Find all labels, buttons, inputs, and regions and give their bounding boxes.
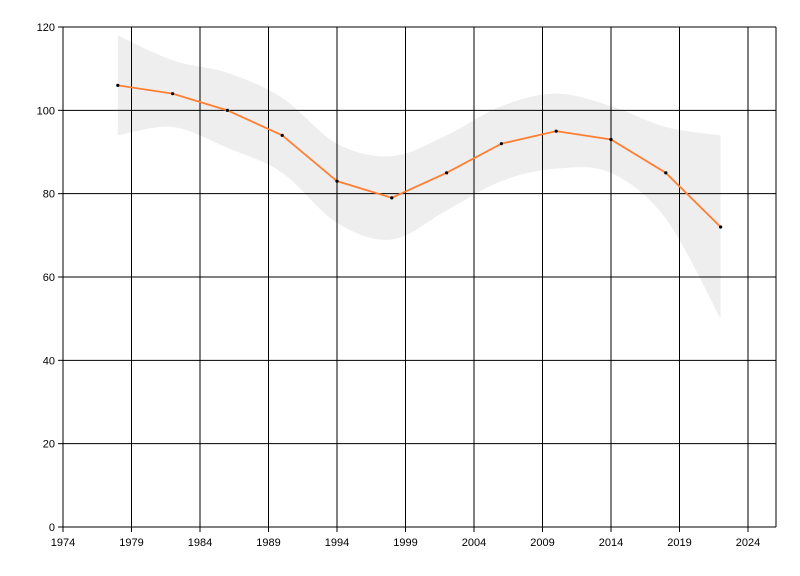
x-tick-label: 2009 xyxy=(530,537,554,549)
x-tick-label: 2014 xyxy=(599,537,623,549)
x-tick-label: 2004 xyxy=(462,537,486,549)
data-point xyxy=(335,179,339,183)
y-tick-label: 20 xyxy=(43,439,55,451)
x-tick-label: 1984 xyxy=(188,537,212,549)
y-tick-label: 40 xyxy=(43,355,55,367)
x-tick-label: 2024 xyxy=(736,537,760,549)
x-tick-label: 1974 xyxy=(51,537,75,549)
confidence-band xyxy=(117,35,721,319)
data-point xyxy=(499,142,503,146)
y-tick-label: 80 xyxy=(43,189,55,201)
data-point xyxy=(390,196,394,200)
tick-labels-layer: 1974 1979 1984 1989 1994 1999 2004 2009 2014 2019… xyxy=(37,22,761,549)
x-tick-label: 1994 xyxy=(325,537,349,549)
confidence-band-layer xyxy=(117,35,721,319)
data-point xyxy=(609,137,613,142)
data-point xyxy=(554,129,558,133)
x-tick-label: 2019 xyxy=(667,537,691,549)
data-point xyxy=(280,133,284,137)
x-tick-label: 1979 xyxy=(119,537,143,549)
y-tick-label: 120 xyxy=(37,22,55,34)
x-tick-label: 1989 xyxy=(256,537,280,549)
grid-layer xyxy=(63,26,777,527)
series-layer xyxy=(116,83,723,229)
data-point xyxy=(664,171,668,175)
data-point xyxy=(445,171,449,175)
series-line xyxy=(117,84,722,228)
data-point xyxy=(116,83,120,87)
y-tick-label: 60 xyxy=(43,272,55,284)
axes-layer xyxy=(58,26,776,532)
y-tick-label: 100 xyxy=(37,105,55,117)
data-point xyxy=(225,108,229,112)
y-tick-label: 0 xyxy=(49,522,55,534)
data-point xyxy=(171,92,175,96)
data-point xyxy=(719,225,723,229)
x-tick-label: 1999 xyxy=(393,537,417,549)
